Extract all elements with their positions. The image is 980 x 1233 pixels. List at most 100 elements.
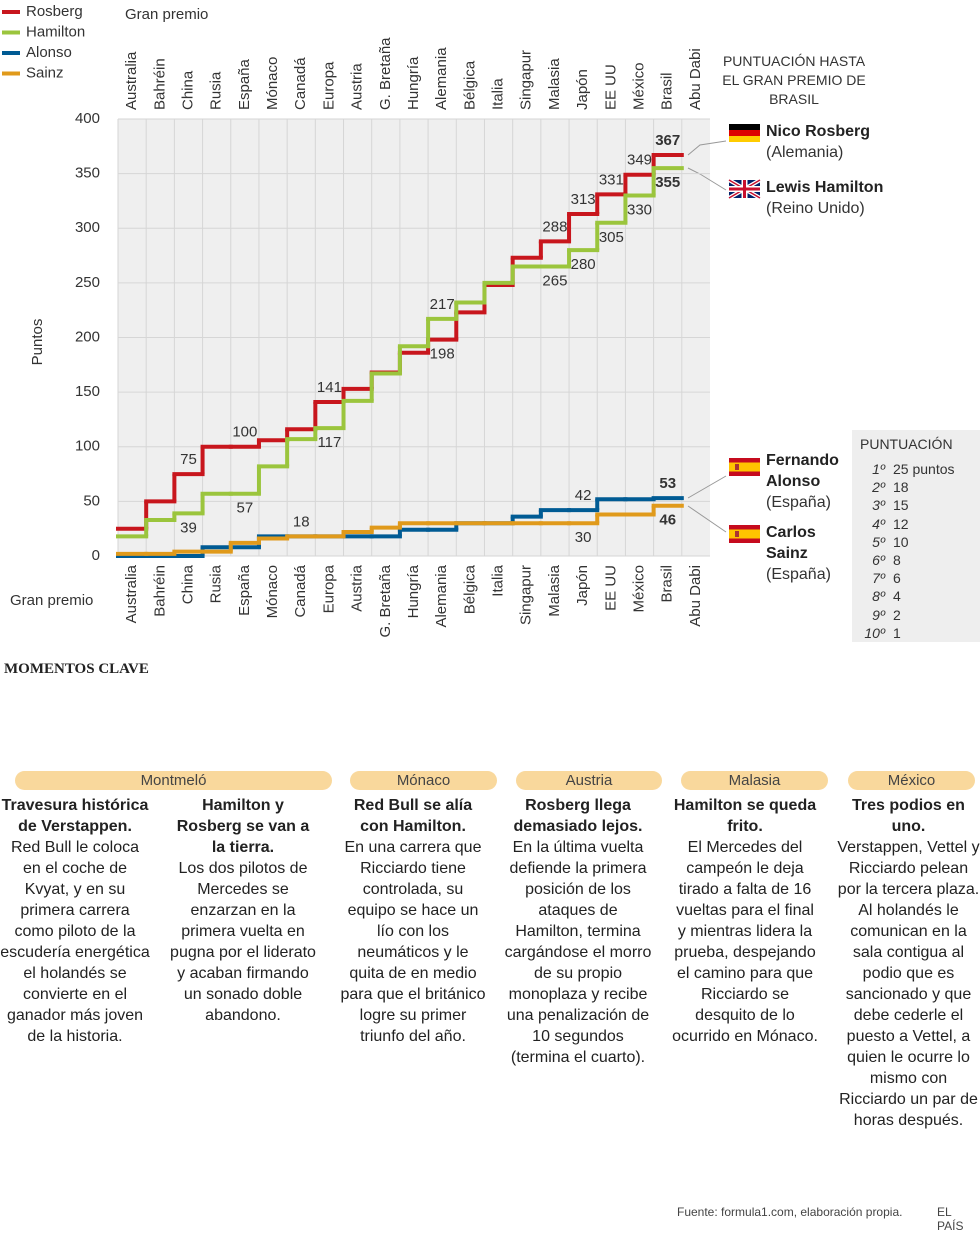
story: Rosberg llega demasiado lejos. En la últi… <box>503 795 653 1068</box>
x-axis-label: Gran premio <box>10 592 93 609</box>
place-label: México <box>848 771 975 790</box>
y-tick-label: 50 <box>83 492 100 509</box>
story: Red Bull se alía con Hamilton. En una car… <box>338 795 488 1047</box>
place-label: Austria <box>516 771 662 790</box>
flag-spain <box>729 525 760 543</box>
points: 25 puntos <box>893 461 955 477</box>
scoring-row: 6º 8 <box>852 551 980 569</box>
scoring-row: 3º 15 <box>852 496 980 514</box>
value-label: 349 <box>627 152 652 169</box>
scoring-title: PUNTUACIÓN <box>860 436 953 452</box>
x-tick-label: Brasil <box>659 565 676 603</box>
x-tick-label: EE UU <box>602 565 619 611</box>
x-tick-label: Hungría <box>405 56 422 110</box>
x-tick-label: Hungría <box>405 564 422 618</box>
x-tick-label: Australia <box>123 51 140 110</box>
x-tick-label: Canadá <box>292 57 309 110</box>
flag-uk <box>727 178 762 200</box>
points: 18 <box>893 479 909 496</box>
story-body: Verstappen, Vettel y Ricciardo pelean po… <box>837 839 980 1129</box>
value-label: 331 <box>599 171 624 188</box>
x-tick-label: Mónaco <box>264 57 281 110</box>
position: 6º <box>872 552 885 569</box>
x-tick-label: Europa <box>320 61 337 110</box>
series-line <box>116 503 684 556</box>
section-title: MOMENTOS CLAVE <box>4 661 149 677</box>
flag-germany <box>729 124 760 142</box>
driver: Carlos Sainz (España) <box>766 522 846 585</box>
value-label: 30 <box>575 529 592 546</box>
scoring-table: PUNTUACIÓN 1º 25 puntos 2º 18 3º 15 4º 12 5º 10 6º… <box>852 430 980 642</box>
story-body: Red Bull le coloca en el coche de Kvyat,… <box>0 839 150 1045</box>
story: Hamilton se queda frito. El Mercedes del … <box>670 795 820 1047</box>
legend-label: Sainz <box>26 64 64 81</box>
driver-name: Nico Rosberg <box>766 123 871 140</box>
value-label: 75 <box>180 451 197 468</box>
points: 1 <box>893 624 901 641</box>
brand: EL PAÍS <box>937 1205 964 1233</box>
x-tick-label: Austria <box>349 63 366 110</box>
y-tick-label: 400 <box>75 110 100 127</box>
position: 3º <box>872 497 885 514</box>
position: 7º <box>872 570 885 587</box>
y-tick-label: 200 <box>75 328 100 345</box>
y-tick-label: 100 <box>75 438 100 455</box>
flag-spain <box>729 458 760 476</box>
x-tick-label: Australia <box>123 564 140 623</box>
position: 2º <box>872 479 885 496</box>
story-body: El Mercedes del campeón le deja tirado a… <box>672 839 818 1045</box>
legend-label: Hamilton <box>26 23 85 40</box>
story-body: En una carrera que Ricciardo tiene contr… <box>340 839 486 1045</box>
value-label: 280 <box>571 256 596 273</box>
position: 1º <box>872 461 885 477</box>
x-tick-label: G. Bretaña <box>377 564 394 637</box>
points: 10 <box>893 533 909 550</box>
x-tick-label: Bahréin <box>151 58 168 110</box>
x-tick-label: Rusia <box>208 564 225 603</box>
legend-label: Alonso <box>26 44 72 61</box>
story-body: En la última vuelta defiende la primera … <box>504 839 652 1066</box>
scoring-row: 4º 12 <box>852 515 980 533</box>
value-label: 367 <box>655 132 680 149</box>
x-tick-label: Abu Dabi <box>687 565 704 627</box>
story-heading: Hamilton se queda frito. <box>673 797 817 835</box>
driver-country: (España) <box>766 566 831 583</box>
x-tick-label: España <box>236 564 253 616</box>
x-tick-label: Singapur <box>518 50 535 110</box>
value-label: 46 <box>659 512 676 529</box>
value-label: 18 <box>293 513 310 530</box>
x-tick-label: Alemania <box>433 47 450 110</box>
x-tick-label: Rusia <box>208 71 225 110</box>
source: Fuente: formula1.com, elaboración propia… <box>677 1205 903 1219</box>
x-tick-label: Abu Dabi <box>687 48 704 110</box>
x-tick-label: Europa <box>320 564 337 613</box>
value-label: 288 <box>542 218 567 235</box>
driver-country: (Alemania) <box>766 144 844 161</box>
y-tick-label: 300 <box>75 219 100 236</box>
x-tick-label: Alemania <box>433 564 450 627</box>
story-body: Los dos pilotos de Mercedes se enzarzan … <box>170 860 316 1024</box>
value-label: 117 <box>317 434 341 451</box>
position: 8º <box>872 588 885 605</box>
points: 15 <box>893 497 909 514</box>
story-heading: Rosberg llega demasiado lejos. <box>513 797 643 835</box>
story: Tres podios en uno. Verstappen, Vettel y … <box>837 795 980 1131</box>
position: 10º <box>864 624 885 641</box>
story-heading: Tres podios en uno. <box>852 797 965 835</box>
position: 5º <box>872 533 885 550</box>
series-line <box>116 496 684 558</box>
x-tick-label: Bélgica <box>461 564 478 614</box>
value-label: 53 <box>659 475 676 492</box>
chart: Gran premio Gran premio Puntos 0 50 100 150… <box>2 3 762 638</box>
scoring-row: 10º 1 <box>852 624 980 642</box>
value-label: 355 <box>655 174 680 191</box>
x-tick-label: China <box>179 70 196 110</box>
x-tick-label: Mónaco <box>264 565 281 618</box>
scoring-row: 1º 25 puntos <box>852 460 980 478</box>
driver: Lewis Hamilton (Reino Unido) <box>766 177 916 219</box>
position: 9º <box>872 606 885 623</box>
x-tick-label: Italia <box>490 78 507 110</box>
x-tick-label: Bahréin <box>151 565 168 617</box>
scoring-row: 7º 6 <box>852 569 980 587</box>
